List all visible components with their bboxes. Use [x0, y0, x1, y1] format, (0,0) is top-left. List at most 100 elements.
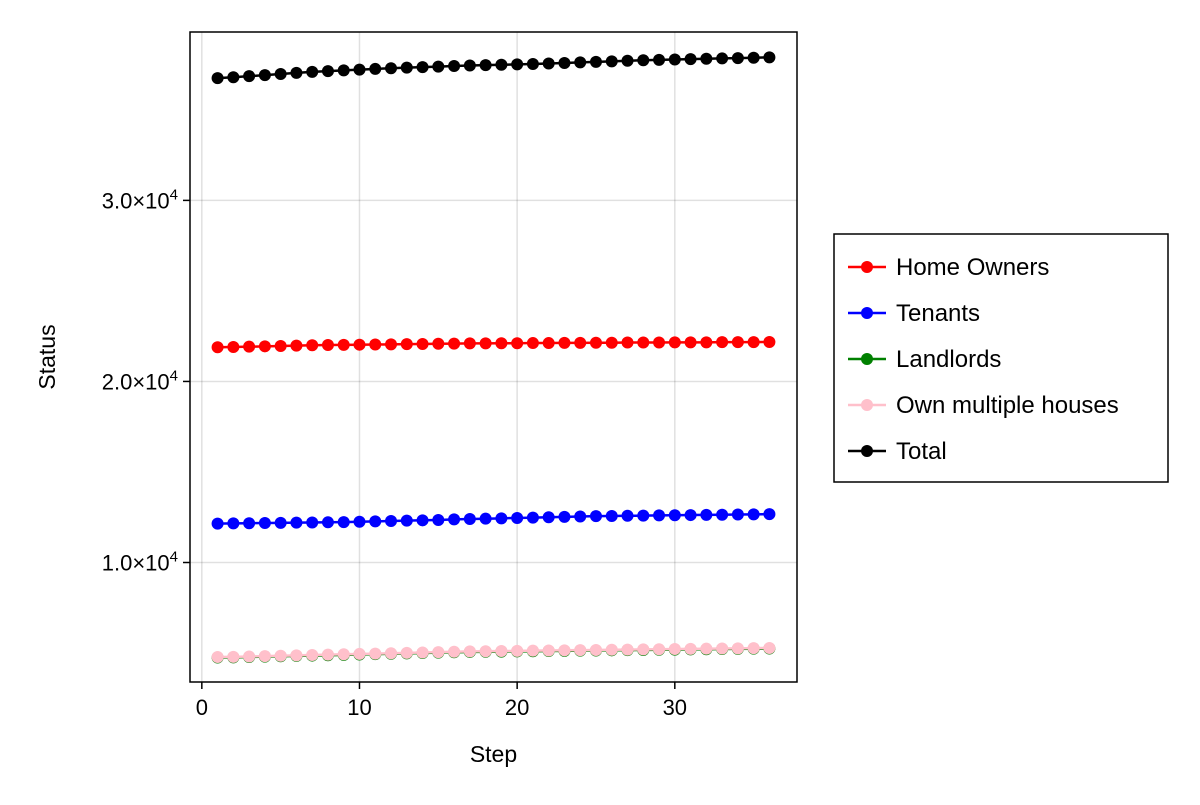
- data-point-own-multiple-houses: [463, 645, 476, 658]
- data-point-home-owners: [653, 336, 666, 349]
- data-point-total: [400, 61, 413, 74]
- data-point-home-owners: [416, 337, 429, 350]
- y-tick-label: 2.0×104: [102, 367, 178, 394]
- data-point-tenants: [653, 509, 666, 522]
- data-point-own-multiple-houses: [763, 641, 776, 654]
- data-point-tenants: [448, 513, 461, 526]
- data-point-total: [511, 58, 524, 71]
- data-point-own-multiple-houses: [274, 649, 287, 662]
- data-point-total: [306, 65, 319, 78]
- data-point-own-multiple-houses: [290, 649, 303, 662]
- data-point-total: [574, 56, 587, 69]
- data-point-total: [432, 60, 445, 73]
- data-point-own-multiple-houses: [353, 647, 366, 660]
- legend-label: Own multiple houses: [896, 392, 1119, 419]
- y-tick-label: 3.0×104: [102, 186, 178, 213]
- data-point-total: [353, 63, 366, 76]
- data-point-home-owners: [700, 336, 713, 349]
- x-tick-label: 20: [505, 695, 529, 720]
- data-point-total: [542, 57, 555, 70]
- data-point-own-multiple-houses: [574, 644, 587, 657]
- series-home-owners: [211, 335, 776, 354]
- data-point-own-multiple-houses: [227, 650, 240, 663]
- data-point-tenants: [258, 517, 271, 530]
- data-point-tenants: [385, 515, 398, 528]
- y-tick-label: 1.0×104: [102, 549, 178, 576]
- data-point-home-owners: [290, 339, 303, 352]
- data-point-total: [258, 69, 271, 82]
- data-point-total: [337, 64, 350, 77]
- data-point-home-owners: [385, 338, 398, 351]
- data-point-tenants: [716, 508, 729, 521]
- data-point-total: [747, 51, 760, 64]
- legend-item-own-multiple-houses: Own multiple houses: [848, 392, 1119, 419]
- data-point-tenants: [400, 514, 413, 527]
- data-point-tenants: [700, 508, 713, 521]
- data-point-own-multiple-houses: [747, 642, 760, 655]
- data-point-tenants: [621, 509, 634, 522]
- data-point-tenants: [511, 511, 524, 524]
- legend-marker: [861, 399, 873, 411]
- data-point-tenants: [227, 517, 240, 530]
- data-point-home-owners: [463, 337, 476, 350]
- data-point-own-multiple-houses: [668, 643, 681, 656]
- legend-label: Home Owners: [896, 254, 1049, 281]
- data-point-own-multiple-houses: [637, 643, 650, 656]
- data-point-tenants: [321, 516, 334, 529]
- data-point-own-multiple-houses: [432, 646, 445, 659]
- data-point-total: [653, 53, 666, 66]
- data-point-own-multiple-houses: [416, 646, 429, 659]
- legend-item-landlords: Landlords: [848, 346, 1001, 373]
- data-point-home-owners: [227, 341, 240, 354]
- data-point-tenants: [558, 510, 571, 523]
- data-point-total: [227, 71, 240, 84]
- data-point-total: [684, 53, 697, 66]
- data-point-home-owners: [337, 338, 350, 351]
- data-point-total: [495, 58, 508, 71]
- data-point-home-owners: [731, 336, 744, 349]
- data-point-home-owners: [211, 341, 224, 354]
- data-point-total: [290, 66, 303, 79]
- data-point-total: [448, 60, 461, 73]
- data-point-total: [716, 52, 729, 65]
- data-point-total: [416, 61, 429, 74]
- data-point-home-owners: [306, 339, 319, 352]
- data-point-tenants: [211, 517, 224, 530]
- data-point-own-multiple-houses: [400, 646, 413, 659]
- data-point-home-owners: [621, 336, 634, 349]
- data-point-own-multiple-houses: [306, 649, 319, 662]
- data-point-tenants: [668, 509, 681, 522]
- data-point-total: [621, 54, 634, 67]
- data-point-total: [700, 52, 713, 65]
- data-point-total: [731, 52, 744, 65]
- data-point-own-multiple-houses: [684, 642, 697, 655]
- legend-frame: [833, 233, 1169, 483]
- legend-item-total: Total: [848, 438, 947, 465]
- data-point-tenants: [463, 513, 476, 526]
- data-point-home-owners: [763, 335, 776, 348]
- legend-item-home-owners: Home Owners: [848, 254, 1049, 281]
- data-point-tenants: [542, 511, 555, 524]
- data-point-home-owners: [432, 337, 445, 350]
- data-point-tenants: [369, 515, 382, 528]
- series-own-multiple-houses: [211, 641, 776, 664]
- series-layer: [211, 51, 776, 664]
- data-point-home-owners: [321, 339, 334, 352]
- data-point-home-owners: [716, 336, 729, 349]
- data-point-tenants: [306, 516, 319, 529]
- data-point-tenants: [479, 512, 492, 525]
- data-point-tenants: [290, 516, 303, 529]
- data-point-own-multiple-houses: [337, 648, 350, 661]
- data-point-total: [243, 70, 256, 83]
- legend-item-tenants: Tenants: [848, 300, 980, 327]
- x-tick-label: 30: [663, 695, 687, 720]
- data-point-total: [605, 55, 618, 68]
- data-point-tenants: [763, 508, 776, 521]
- data-point-tenants: [416, 514, 429, 527]
- legend-marker: [861, 261, 873, 273]
- series-tenants: [211, 508, 776, 530]
- data-point-home-owners: [495, 337, 508, 350]
- data-point-tenants: [731, 508, 744, 521]
- data-point-own-multiple-houses: [558, 644, 571, 657]
